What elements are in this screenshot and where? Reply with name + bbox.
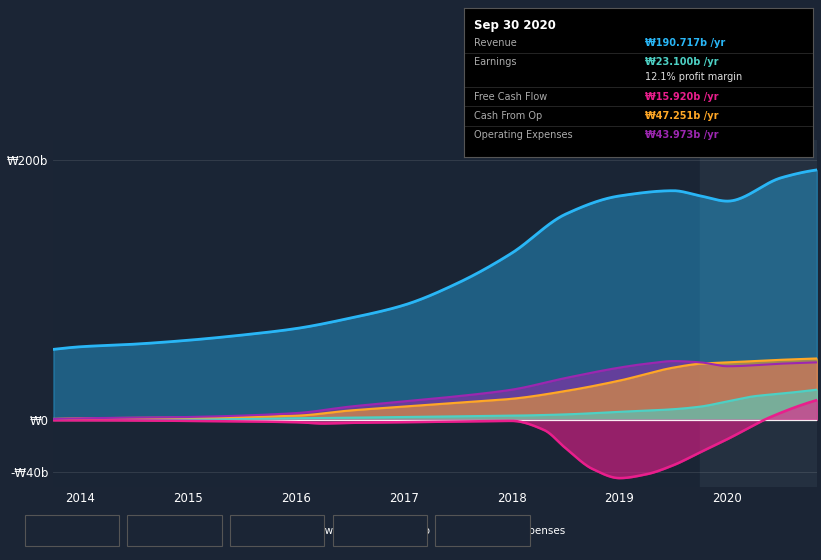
Text: Free Cash Flow: Free Cash Flow xyxy=(475,91,548,101)
Text: Revenue: Revenue xyxy=(49,526,94,535)
Text: ●: ● xyxy=(446,526,456,535)
Text: ₩47.251b /yr: ₩47.251b /yr xyxy=(645,111,719,121)
Text: ₩23.100b /yr: ₩23.100b /yr xyxy=(645,57,719,67)
Text: Revenue: Revenue xyxy=(475,38,517,48)
Bar xyxy=(700,140,817,487)
Text: 12.1% profit margin: 12.1% profit margin xyxy=(645,72,742,82)
Text: Earnings: Earnings xyxy=(152,526,197,535)
Text: Operating Expenses: Operating Expenses xyxy=(475,130,573,140)
Text: ●: ● xyxy=(241,526,250,535)
Text: Cash From Op: Cash From Op xyxy=(475,111,543,121)
Text: ●: ● xyxy=(343,526,353,535)
Text: Cash From Op: Cash From Op xyxy=(357,526,430,535)
Text: ₩43.973b /yr: ₩43.973b /yr xyxy=(645,130,719,140)
Text: Free Cash Flow: Free Cash Flow xyxy=(255,526,333,535)
Text: Earnings: Earnings xyxy=(475,57,517,67)
Text: Operating Expenses: Operating Expenses xyxy=(460,526,565,535)
Text: ●: ● xyxy=(35,526,45,535)
Text: Sep 30 2020: Sep 30 2020 xyxy=(475,19,556,32)
Text: ₩15.920b /yr: ₩15.920b /yr xyxy=(645,91,719,101)
Text: ●: ● xyxy=(138,526,148,535)
Text: ₩190.717b /yr: ₩190.717b /yr xyxy=(645,38,726,48)
